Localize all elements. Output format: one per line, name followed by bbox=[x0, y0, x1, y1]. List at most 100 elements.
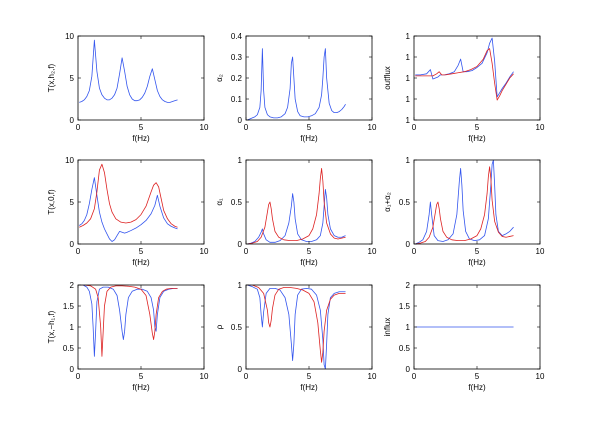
y-tick-label: 0.5 bbox=[231, 198, 243, 207]
x-tick-label: 5 bbox=[307, 372, 312, 381]
y-tick-label: 0.5 bbox=[231, 323, 243, 332]
series-line-1 bbox=[79, 177, 178, 242]
y-tick-label: 1 bbox=[238, 281, 243, 290]
x-axis-label: f(Hz) bbox=[468, 258, 486, 267]
y-tick-label: 0 bbox=[238, 116, 243, 125]
y-tick-label: 5 bbox=[70, 74, 75, 83]
y-axis-label: α₂ bbox=[215, 74, 224, 82]
x-tick-label: 10 bbox=[368, 123, 377, 132]
series-line-1 bbox=[247, 188, 346, 244]
x-axis-label: f(Hz) bbox=[132, 258, 150, 267]
y-tick-label: 0 bbox=[406, 365, 411, 374]
y-tick-label: 1 bbox=[406, 53, 411, 62]
y-tick-label: 0 bbox=[70, 365, 75, 374]
series-line-1 bbox=[247, 48, 346, 120]
y-tick-label: 5 bbox=[70, 198, 75, 207]
x-tick-label: 0 bbox=[244, 247, 249, 256]
x-tick-label: 0 bbox=[244, 372, 249, 381]
x-tick-label: 10 bbox=[368, 372, 377, 381]
y-tick-label: 1.5 bbox=[63, 302, 75, 311]
x-axis-label: f(Hz) bbox=[468, 134, 486, 143]
y-tick-label: 0.4 bbox=[231, 32, 243, 41]
x-tick-label: 0 bbox=[244, 123, 249, 132]
x-tick-label: 10 bbox=[536, 247, 545, 256]
x-tick-label: 10 bbox=[200, 247, 209, 256]
y-tick-label: 0.1 bbox=[231, 95, 243, 104]
x-axis-label: f(Hz) bbox=[132, 383, 150, 392]
series-line-1 bbox=[247, 285, 346, 369]
y-tick-label: 1 bbox=[406, 74, 411, 83]
x-tick-label: 5 bbox=[307, 123, 312, 132]
axes-frame bbox=[413, 159, 541, 245]
x-tick-label: 5 bbox=[475, 123, 480, 132]
y-axis-label: T(x,h₂,f) bbox=[47, 63, 56, 92]
subplot-8: 0 5 10 0 0.5 1 f(Hz) ρ bbox=[215, 281, 377, 392]
x-axis-label: f(Hz) bbox=[300, 134, 318, 143]
series-line-2 bbox=[415, 166, 514, 244]
y-tick-label: 10 bbox=[65, 156, 74, 165]
x-tick-label: 0 bbox=[412, 247, 417, 256]
y-axis-label: α₁+α₂ bbox=[383, 192, 392, 212]
series-line-1 bbox=[415, 37, 514, 98]
x-axis-label: f(Hz) bbox=[132, 134, 150, 143]
x-tick-label: 0 bbox=[76, 372, 81, 381]
subplot-7: 0 5 10 0 0.5 1 1.5 2 f(Hz) T(x,−h₁,f) bbox=[47, 281, 209, 392]
x-tick-label: 10 bbox=[200, 123, 209, 132]
axes-frame bbox=[77, 35, 205, 121]
x-tick-label: 0 bbox=[76, 123, 81, 132]
y-axis-label: T(x,0,f) bbox=[47, 189, 56, 215]
axes-frame bbox=[245, 159, 373, 245]
series-line-2 bbox=[247, 167, 346, 244]
y-axis-label: T(x,−h₁,f) bbox=[47, 310, 56, 343]
x-tick-label: 5 bbox=[139, 372, 144, 381]
y-tick-label: 0.5 bbox=[63, 344, 75, 353]
series-line-2 bbox=[415, 48, 514, 101]
y-axis-label: α₁ bbox=[215, 198, 224, 206]
y-tick-label: 0.5 bbox=[399, 344, 411, 353]
subplot-3: 0 5 10 1 1 1 1 1 f(Hz) outflux bbox=[383, 32, 545, 143]
x-tick-label: 5 bbox=[307, 247, 312, 256]
x-tick-label: 0 bbox=[76, 247, 81, 256]
y-axis-label: influx bbox=[383, 318, 392, 337]
y-tick-label: 0.2 bbox=[231, 74, 243, 83]
y-tick-label: 0.3 bbox=[231, 53, 243, 62]
y-tick-label: 1 bbox=[406, 95, 411, 104]
subplot-9: 0 5 10 0 0.5 1 1.5 2 f(Hz) influx bbox=[383, 281, 545, 392]
y-tick-label: 1 bbox=[70, 323, 75, 332]
x-tick-label: 10 bbox=[368, 247, 377, 256]
y-tick-label: 1 bbox=[406, 116, 411, 125]
x-tick-label: 5 bbox=[139, 123, 144, 132]
y-tick-label: 1 bbox=[406, 323, 411, 332]
y-tick-label: 1.5 bbox=[399, 302, 411, 311]
x-tick-label: 5 bbox=[475, 372, 480, 381]
y-tick-label: 10 bbox=[65, 32, 74, 41]
x-axis-label: f(Hz) bbox=[300, 258, 318, 267]
axes-frame bbox=[77, 159, 205, 245]
x-axis-label: f(Hz) bbox=[300, 383, 318, 392]
subplot-1: 0 5 10 0 5 10 f(Hz) T(x,h₂,f) bbox=[47, 32, 209, 143]
x-tick-label: 10 bbox=[200, 372, 209, 381]
y-tick-label: 0 bbox=[238, 240, 243, 249]
subplot-6: 0 5 10 0 0.5 1 f(Hz) α₁+α₂ bbox=[383, 156, 545, 267]
series-line-2 bbox=[79, 285, 178, 357]
y-tick-label: 1 bbox=[406, 32, 411, 41]
axes-frame bbox=[77, 284, 205, 370]
subplot-5: 0 5 10 0 0.5 1 f(Hz) α₁ bbox=[215, 156, 377, 267]
x-tick-label: 10 bbox=[536, 372, 545, 381]
x-tick-label: 10 bbox=[536, 123, 545, 132]
series-line-2 bbox=[79, 163, 178, 228]
series-line-2 bbox=[247, 285, 346, 363]
y-tick-label: 0 bbox=[70, 116, 75, 125]
subplot-4: 0 5 10 0 5 10 f(Hz) T(x,0,f) bbox=[47, 156, 209, 267]
x-axis-label: f(Hz) bbox=[468, 383, 486, 392]
y-tick-label: 1 bbox=[238, 156, 243, 165]
x-tick-label: 5 bbox=[475, 247, 480, 256]
x-tick-label: 0 bbox=[412, 372, 417, 381]
y-tick-label: 0 bbox=[70, 240, 75, 249]
x-tick-label: 5 bbox=[139, 247, 144, 256]
series-line-1 bbox=[415, 160, 514, 244]
y-tick-label: 2 bbox=[70, 281, 75, 290]
y-tick-label: 0 bbox=[406, 240, 411, 249]
y-axis-label: outflux bbox=[383, 66, 392, 90]
